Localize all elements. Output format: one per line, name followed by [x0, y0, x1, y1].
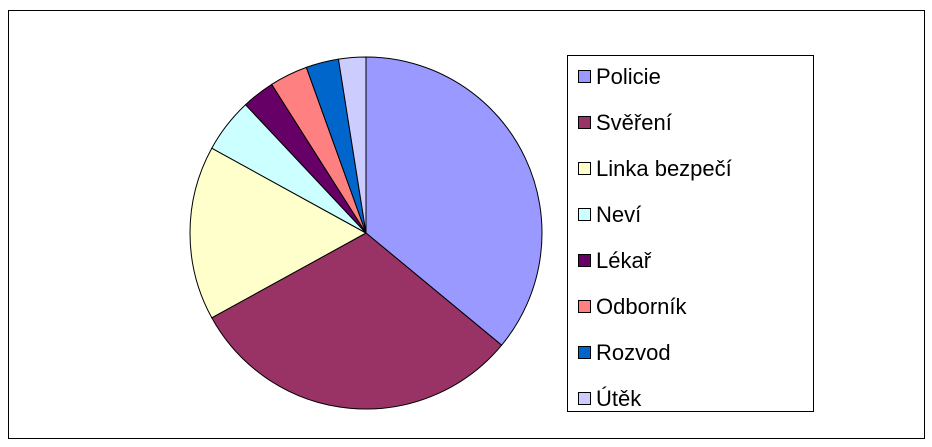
legend-label: Útěk [596, 386, 642, 411]
legend-box [567, 55, 814, 412]
legend-label: Policie [596, 64, 661, 89]
legend-label: Rozvod [596, 340, 671, 365]
pie-slice [365, 56, 543, 346]
legend-swatch [578, 300, 591, 313]
legend-swatch [578, 254, 591, 267]
pie-slice [189, 147, 368, 319]
legend-label: Linka bezpečí [596, 156, 732, 181]
legend-label: Neví [596, 202, 641, 227]
legend-swatch [578, 162, 591, 175]
legend-label: Lékař [596, 248, 652, 273]
legend-label: Svěření [596, 110, 672, 135]
legend-swatch [578, 346, 591, 359]
legend-label: Odborník [596, 294, 687, 319]
legend-swatch [578, 70, 591, 83]
legend-swatch [578, 116, 591, 129]
legend-swatch [578, 392, 591, 405]
pie-slice [211, 232, 503, 410]
pie-slice [337, 56, 367, 234]
legend-swatch [578, 208, 591, 221]
